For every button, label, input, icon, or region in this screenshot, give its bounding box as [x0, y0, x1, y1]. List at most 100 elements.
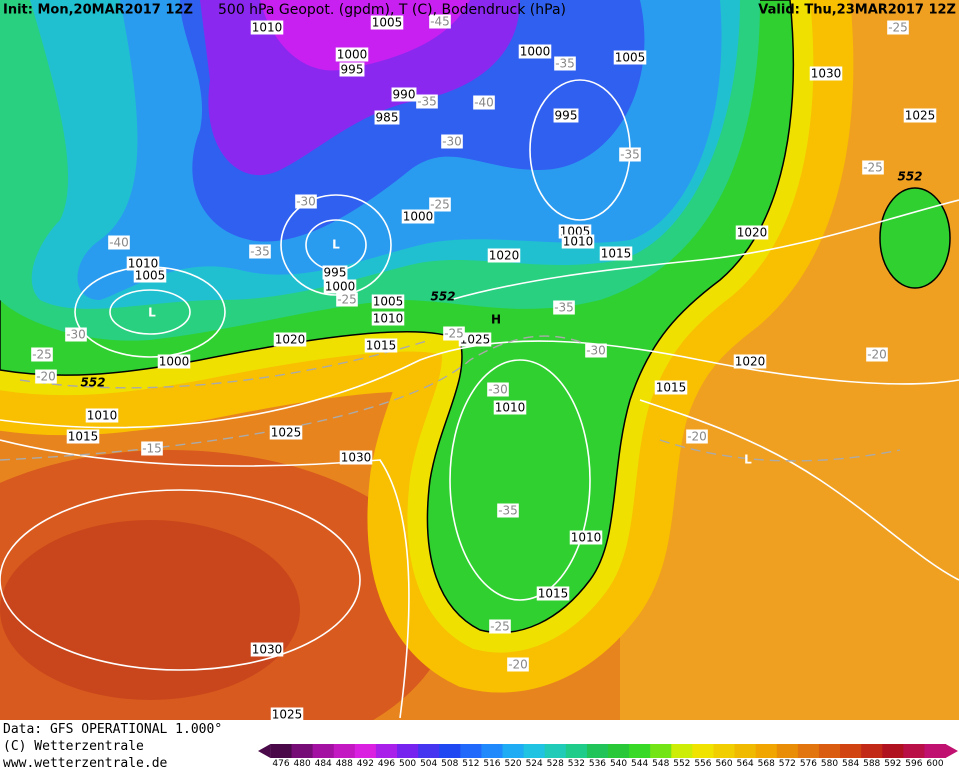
scale-swatch: [291, 744, 314, 758]
isobar-label: 1000: [159, 355, 190, 369]
scale-swatch: [502, 744, 525, 758]
temperature-label: -35: [250, 245, 270, 259]
isobar-label: 990: [393, 88, 416, 102]
temperature-label-box: [443, 326, 465, 341]
temperature-label-box: [473, 95, 495, 110]
scale-swatch: [861, 744, 883, 758]
scale-label: 476: [272, 759, 289, 769]
temperature-label: -25: [430, 198, 450, 212]
isobar-label-box: [809, 66, 843, 81]
isobar-label: 1010: [563, 235, 594, 249]
init-time: Init: Mon,20MAR2017 12Z: [3, 3, 193, 18]
scale-label: 568: [758, 759, 775, 769]
scale-swatch: [924, 744, 947, 758]
isobar-label: 1020: [735, 355, 766, 369]
isobar-label: 995: [324, 266, 347, 280]
scale-swatch: [650, 744, 672, 758]
scale-label: 576: [800, 759, 817, 769]
temperature-label-box: [554, 56, 576, 71]
temperature-label-box: [619, 147, 641, 162]
temperature-label-box: [141, 441, 163, 456]
temperature-label: -30: [586, 344, 606, 358]
scale-swatch: [882, 744, 904, 758]
isobar-label: 1000: [520, 45, 551, 59]
height-label: 552: [80, 376, 105, 390]
scale-label: 532: [568, 759, 585, 769]
isobar-label-box: [157, 354, 191, 369]
isobar-label: 1015: [366, 339, 397, 353]
temperature-label-box: [686, 429, 708, 444]
scale-label: 524: [526, 759, 543, 769]
isobar-label: 1010: [571, 531, 602, 545]
scale-swatch: [903, 744, 925, 758]
scale-swatch: [713, 744, 736, 758]
temperature-label: -20: [867, 348, 887, 362]
scale-swatch: [354, 744, 377, 758]
temperature-label-box: [887, 20, 909, 35]
isobar-label-box: [66, 429, 100, 444]
isobar-label-box: [339, 450, 373, 465]
temperature-label: -35: [555, 57, 575, 71]
isobar-label: 985: [376, 111, 399, 125]
isobar-label-box: [370, 15, 404, 30]
scale-swatch: [818, 744, 841, 758]
isobar-label-box: [270, 707, 304, 722]
scale-swatch: [608, 744, 630, 758]
scale-label: 552: [673, 759, 690, 769]
temperature-label: -40: [109, 236, 129, 250]
scale-label: 544: [631, 759, 648, 769]
temperature-label: -35: [620, 148, 640, 162]
isobar-label-box: [553, 108, 579, 123]
map-labels: 1010 1005 1000 995 990 985 1000 1005 1030 1025 995…: [31, 14, 937, 722]
scale-label: 592: [884, 759, 901, 769]
scale-swatch: [375, 744, 398, 758]
isobar-label-box: [323, 279, 357, 294]
isobar-label: 1005: [135, 269, 166, 283]
isobar-label: 1020: [275, 333, 306, 347]
temperature-label-box: [489, 619, 511, 634]
scale-label: 548: [652, 759, 669, 769]
isobar-label-box: [374, 110, 400, 125]
temperature-label-box: [866, 347, 888, 362]
temperature-label-box: [553, 300, 575, 315]
isobar-label: 1030: [811, 67, 842, 81]
scale-label: 520: [504, 759, 521, 769]
temperature-label: -15: [142, 442, 162, 456]
temperature-label-box: [336, 292, 358, 307]
data-source: Data: GFS OPERATIONAL 1.000°: [3, 722, 222, 737]
temperature-label-box: [35, 369, 57, 384]
isobar-label-box: [364, 338, 398, 353]
scale-label: 480: [294, 759, 311, 769]
isobar-label-box: [250, 642, 284, 657]
isobar-label-box: [371, 311, 405, 326]
scale-label: 588: [863, 759, 880, 769]
isobar-label: 995: [555, 109, 578, 123]
scale-swatch: [523, 744, 546, 758]
scale-swatch: [397, 744, 419, 758]
pressure-center: L: [148, 306, 156, 320]
scale-swatch: [333, 744, 356, 758]
temperature-label: -25: [32, 348, 52, 362]
scale-arrow-right: [945, 744, 958, 758]
scale-label: 500: [399, 759, 416, 769]
temperature-label-box: [31, 347, 53, 362]
isobar-label-box: [126, 256, 160, 271]
scale-label: 584: [842, 759, 859, 769]
temperature-label: -40: [474, 96, 494, 110]
isobar-label-box: [903, 108, 937, 123]
temperature-label: -25: [888, 21, 908, 35]
temperature-label-box: [585, 343, 607, 358]
isobar-label-box: [458, 332, 492, 347]
scale-label: 556: [694, 759, 711, 769]
scale-swatch: [312, 744, 335, 758]
temperature-label-box: [441, 134, 463, 149]
scale-label: 540: [610, 759, 627, 769]
isobar-label: 1025: [272, 708, 303, 722]
scale-swatch: [671, 744, 693, 758]
isobar-label: 1025: [905, 109, 936, 123]
scale-swatch: [418, 744, 440, 758]
isobar-label-box: [269, 425, 303, 440]
temperature-label: -35: [554, 301, 574, 315]
isobar-label: 1005: [615, 51, 646, 65]
scale-swatch: [460, 744, 482, 758]
